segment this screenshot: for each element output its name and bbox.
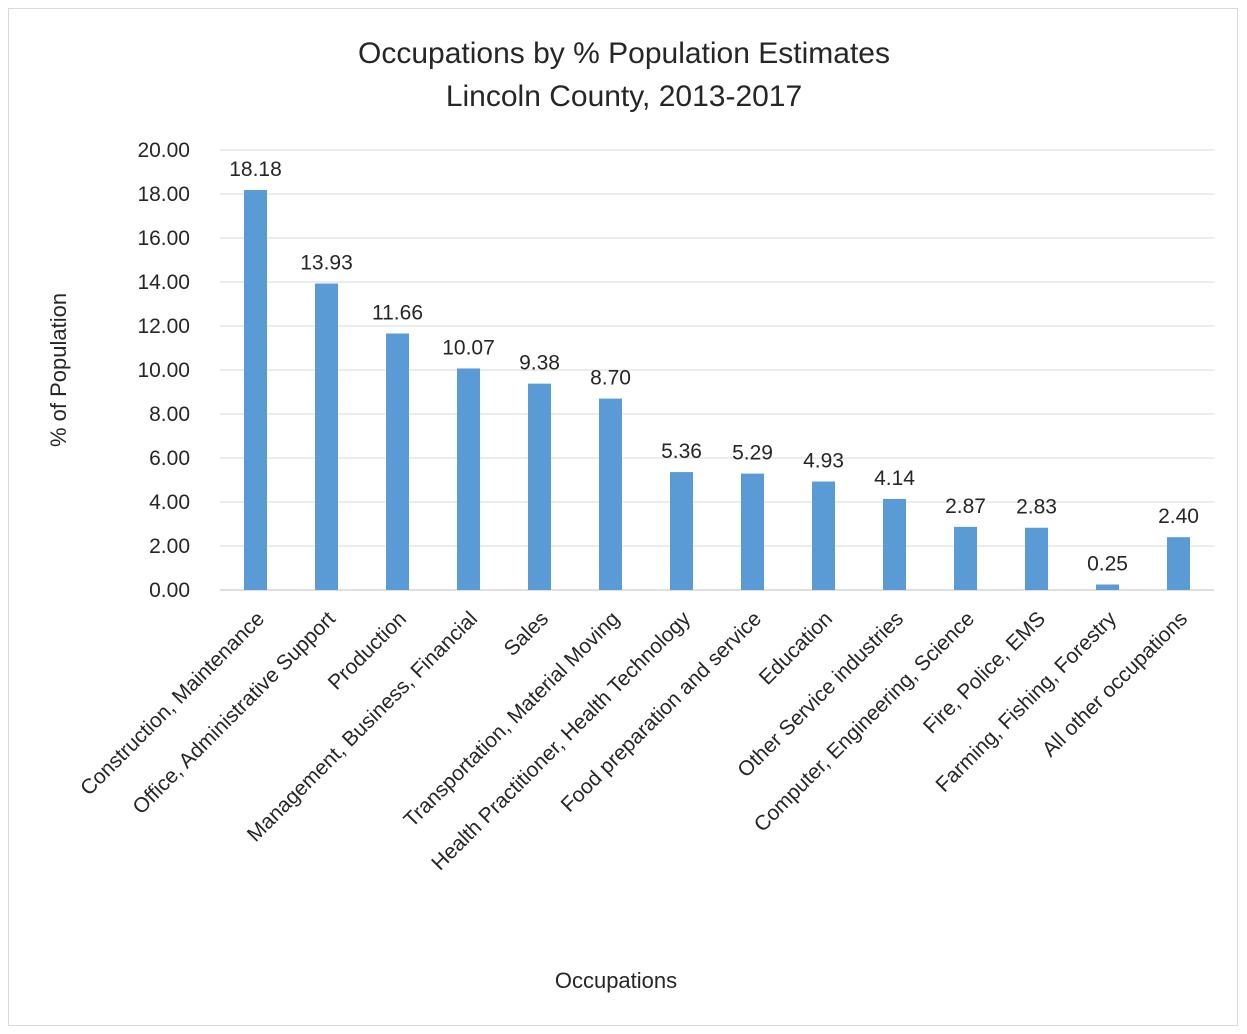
y-tick-label: 2.00 [149, 535, 190, 558]
bar [599, 398, 622, 590]
data-label: 11.66 [372, 301, 423, 324]
bar [954, 526, 977, 590]
bar [315, 283, 338, 590]
chart-subtitle: Lincoln County, 2013-2017 [446, 80, 802, 113]
x-tick-label: Health Practitioner, Health Technology [427, 607, 695, 875]
data-labels: 18.18 13.93 11.66 10.07 9.38 8.70 5.36 5.29 4.93… [229, 158, 1199, 575]
x-tick-label: All other occupations [1038, 607, 1192, 761]
bar [741, 473, 764, 590]
bar [1025, 527, 1048, 590]
y-tick-label: 8.00 [149, 403, 190, 426]
chart-frame [8, 8, 1238, 1026]
bar [883, 498, 906, 590]
data-label: 4.93 [803, 450, 844, 473]
bar [670, 472, 693, 590]
gridlines [220, 149, 1214, 591]
data-label: 2.40 [1158, 505, 1199, 528]
y-tick-label: 18.00 [137, 183, 190, 206]
data-label: 5.29 [732, 442, 773, 465]
bar [812, 481, 835, 590]
y-axis-ticks: 0.00 2.00 4.00 6.00 8.00 10.00 12.00 14.00 16.00… [137, 139, 190, 602]
data-label: 8.70 [590, 367, 631, 390]
bars [244, 190, 1190, 591]
bar [457, 368, 480, 590]
y-tick-label: 16.00 [137, 227, 190, 250]
y-tick-label: 14.00 [137, 271, 190, 294]
y-axis-title: % of Population [46, 293, 71, 447]
data-label: 10.07 [442, 336, 495, 359]
y-tick-label: 0.00 [149, 579, 190, 602]
y-tick-label: 4.00 [149, 491, 190, 514]
bar [244, 190, 267, 591]
data-label: 18.18 [229, 158, 282, 181]
y-tick-label: 12.00 [137, 315, 190, 338]
data-label: 2.87 [945, 495, 986, 518]
x-axis-title: Occupations [555, 968, 677, 993]
x-tick-label: Fire, Police, EMS [919, 607, 1050, 738]
y-tick-label: 20.00 [137, 139, 190, 162]
data-label: 4.14 [874, 467, 915, 490]
data-label: 0.25 [1087, 553, 1128, 576]
y-tick-label: 6.00 [149, 447, 190, 470]
bar [386, 333, 409, 590]
chart-title: Occupations by % Population Estimates [358, 37, 890, 70]
data-label: 13.93 [300, 252, 353, 275]
data-label: 9.38 [519, 352, 560, 375]
y-tick-label: 10.00 [137, 359, 190, 382]
x-tick-label: Sales [500, 607, 553, 660]
bar [1167, 537, 1190, 590]
bar [1096, 584, 1119, 590]
data-label: 2.83 [1016, 496, 1057, 519]
data-label: 5.36 [661, 440, 702, 463]
bar [528, 383, 551, 590]
